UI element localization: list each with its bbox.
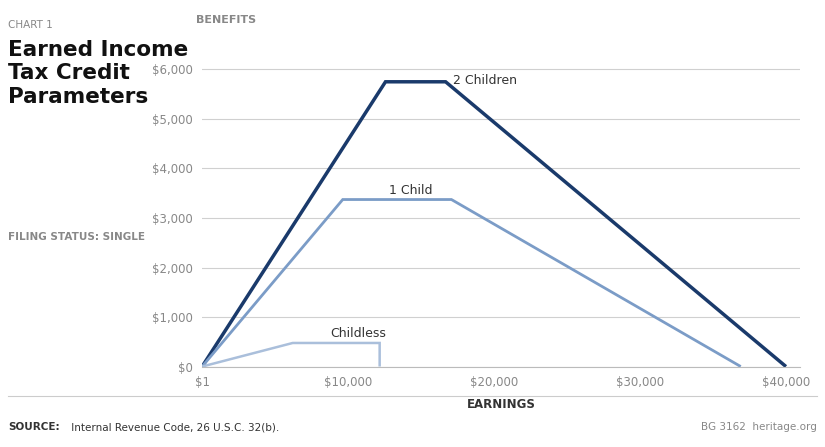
Text: Childless: Childless bbox=[331, 327, 386, 340]
Text: Internal Revenue Code, 26 U.S.C. 32(b).: Internal Revenue Code, 26 U.S.C. 32(b). bbox=[68, 422, 279, 432]
Text: Earned Income
Tax Credit
Parameters: Earned Income Tax Credit Parameters bbox=[8, 40, 188, 107]
Text: FILING STATUS: SINGLE: FILING STATUS: SINGLE bbox=[8, 232, 145, 242]
Text: 2 Children: 2 Children bbox=[453, 74, 517, 87]
X-axis label: EARNINGS: EARNINGS bbox=[467, 397, 535, 411]
Text: 1 Child: 1 Child bbox=[389, 184, 432, 197]
Text: BENEFITS: BENEFITS bbox=[196, 15, 257, 25]
Text: BG 3162  heritage.org: BG 3162 heritage.org bbox=[701, 422, 817, 432]
Text: SOURCE:: SOURCE: bbox=[8, 422, 60, 432]
Text: CHART 1: CHART 1 bbox=[8, 20, 53, 30]
